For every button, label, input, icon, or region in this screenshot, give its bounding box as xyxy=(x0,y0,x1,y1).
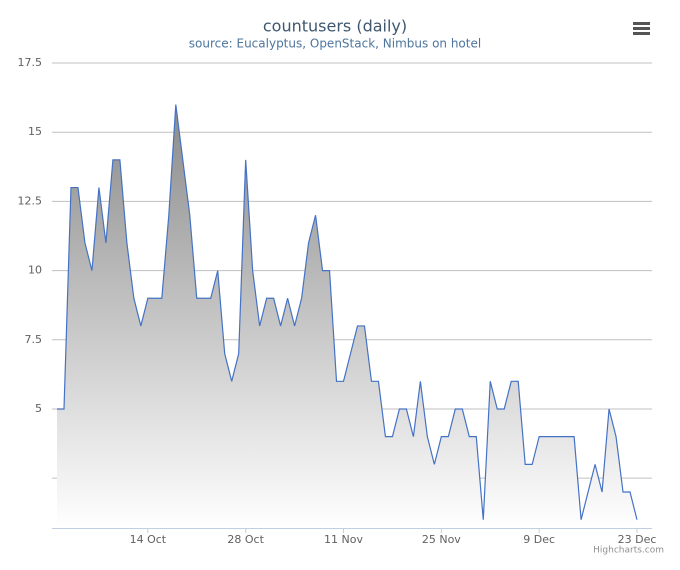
y-tick-label: 17.5 xyxy=(18,56,43,69)
y-tick-label: 12.5 xyxy=(18,194,43,207)
x-tick-label: 14 Oct xyxy=(130,533,167,546)
menu-button[interactable] xyxy=(630,18,654,40)
x-tick-label: 11 Nov xyxy=(324,533,363,546)
x-tick-label: 28 Oct xyxy=(227,533,264,546)
y-tick-label: 7.5 xyxy=(25,333,43,346)
x-tick-label: 23 Dec xyxy=(618,533,657,546)
y-tick-label: 5 xyxy=(35,402,42,415)
area-line xyxy=(57,104,638,520)
x-tick-label: 9 Dec xyxy=(523,533,555,546)
y-tick-label: 10 xyxy=(28,264,42,277)
y-tick-label: 15 xyxy=(28,125,42,138)
credits[interactable]: Highcharts.com xyxy=(593,546,664,556)
x-tick-label: 25 Nov xyxy=(422,533,461,546)
chart-title: countusers (daily) xyxy=(263,17,407,36)
chart-subtitle: source: Eucalyptus, OpenStack, Nimbus on… xyxy=(189,37,481,51)
area-fill xyxy=(57,104,637,529)
